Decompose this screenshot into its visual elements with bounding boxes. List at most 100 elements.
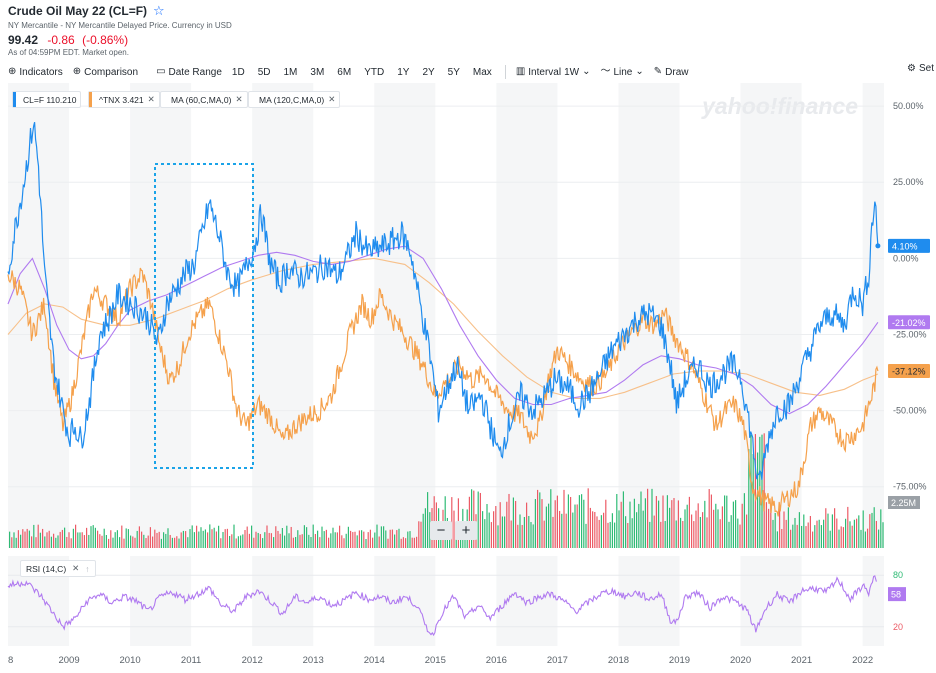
legend-color-swatch [89, 92, 92, 107]
zoom-controls: − + [430, 521, 477, 540]
volume-bar [233, 524, 235, 548]
close-icon[interactable]: ✕ [328, 94, 336, 104]
volume-bar [517, 524, 519, 548]
volume-bar [325, 529, 327, 548]
volume-bar [105, 534, 107, 548]
zoom-in-button[interactable]: + [455, 521, 477, 540]
volume-bar [647, 488, 649, 548]
volume-bar [508, 493, 510, 548]
x-tick-label: 2013 [303, 655, 324, 666]
legend-label: MA (120,C,MA,0) [259, 94, 325, 105]
legend-chip[interactable]: MA (60,C,MA,0) ✕ [160, 91, 248, 108]
volume-bar [279, 533, 281, 548]
x-tick-label: 2015 [425, 655, 446, 666]
volume-bar [658, 500, 660, 548]
volume-bar [429, 512, 431, 548]
indicators-button[interactable]: ⊕ Indicators [8, 67, 63, 78]
value-flags: 4.10% -21.02% -37.12% 2.25M [888, 238, 930, 509]
volume-bar [743, 493, 745, 548]
range-6m[interactable]: 6M [337, 66, 352, 78]
legend-chip[interactable]: CL=F 110.210 [12, 91, 82, 108]
volume-bar [72, 528, 74, 548]
market-status: As of 04:59PM EDT. Market open. [8, 48, 129, 57]
range-2y[interactable]: 2Y [422, 66, 435, 78]
volume-bar [697, 503, 699, 548]
date-range-button[interactable]: ▭ Date Range [156, 67, 222, 78]
volume-bar [9, 531, 11, 548]
selection-box[interactable] [154, 163, 254, 469]
series-line-3 [7, 257, 879, 399]
volume-bar [35, 537, 37, 548]
legend-chip[interactable]: ^TNX 3.421 ✕ [88, 91, 160, 108]
volume-bar [497, 525, 499, 548]
range-1d[interactable]: 1D [231, 66, 245, 78]
star-icon[interactable]: ☆ [153, 3, 165, 18]
volume-bar [143, 534, 145, 548]
arrow-up-icon[interactable]: ↑ [85, 563, 90, 574]
volume-bar [145, 538, 147, 548]
volume-bar [484, 519, 486, 548]
close-icon[interactable]: ✕ [147, 94, 155, 104]
volume-bar [383, 526, 385, 548]
range-3m[interactable]: 3M [310, 66, 325, 78]
volume-bar [545, 506, 547, 548]
range-5d[interactable]: 5D [257, 66, 271, 78]
range-1m[interactable]: 1M [283, 66, 298, 78]
range-ytd[interactable]: YTD [364, 66, 385, 78]
volume-bar [246, 526, 248, 548]
volume-bar [631, 518, 633, 548]
volume-bar [761, 434, 763, 548]
volume-bar [301, 534, 303, 548]
volume-bar [336, 532, 338, 548]
settings-button[interactable]: ⚙ Set [907, 63, 934, 74]
volume-bar [281, 528, 283, 548]
range-1y[interactable]: 1Y [397, 66, 410, 78]
volume-bar [592, 511, 594, 548]
volume-bar [92, 525, 94, 548]
line-chart-icon: 〜 [600, 66, 611, 77]
volume-bar [196, 525, 198, 548]
volume-bar [130, 535, 132, 548]
volume-bar [138, 526, 140, 548]
volume-bar [372, 537, 374, 548]
volume-bar [369, 529, 371, 548]
volume-bar [765, 502, 767, 548]
volume-bar [825, 508, 827, 548]
volume-bar [695, 510, 697, 548]
legend-color-swatch [249, 92, 252, 107]
draw-button[interactable]: ✎ Draw [654, 67, 689, 78]
volume-bar [394, 534, 396, 548]
x-tick-label: 2011 [181, 655, 201, 666]
zoom-out-button[interactable]: − [430, 521, 452, 540]
range-max[interactable]: Max [472, 66, 492, 78]
volume-bar [229, 535, 231, 548]
chevron-down-icon: ⌄ [635, 66, 644, 77]
volume-bar [220, 538, 222, 548]
volume-bar [174, 537, 176, 548]
volume-bar [185, 531, 187, 548]
volume-bar [127, 529, 129, 548]
comparison-button[interactable]: ⊕ Comparison [73, 67, 138, 78]
volume-bar [400, 538, 402, 548]
chart-type-dropdown[interactable]: 〜 Line ⌄ [600, 67, 643, 78]
interval-dropdown[interactable]: ▥ Interval 1W ⌄ [516, 67, 591, 78]
volume-bar [512, 497, 514, 548]
volume-bar [90, 526, 92, 548]
volume-bar [413, 537, 415, 548]
volume-bar [688, 496, 690, 548]
year-band [496, 83, 558, 548]
volume-bar [629, 501, 631, 548]
legend-chip[interactable]: MA (120,C,MA,0) ✕ [248, 91, 341, 108]
volume-bar [319, 537, 321, 548]
volume-bar [132, 536, 134, 548]
close-icon[interactable]: ✕ [72, 563, 80, 573]
rsi-legend: RSI (14,C) ✕ ↑ [20, 560, 96, 577]
volume-bar [675, 520, 677, 548]
volume-bar [504, 516, 506, 548]
range-5y[interactable]: 5Y [447, 66, 460, 78]
volume-bar [310, 537, 312, 548]
volume-bar [121, 525, 123, 548]
close-icon[interactable]: ✕ [235, 94, 243, 104]
volume-bar [737, 518, 739, 548]
volume-bar [398, 528, 400, 548]
